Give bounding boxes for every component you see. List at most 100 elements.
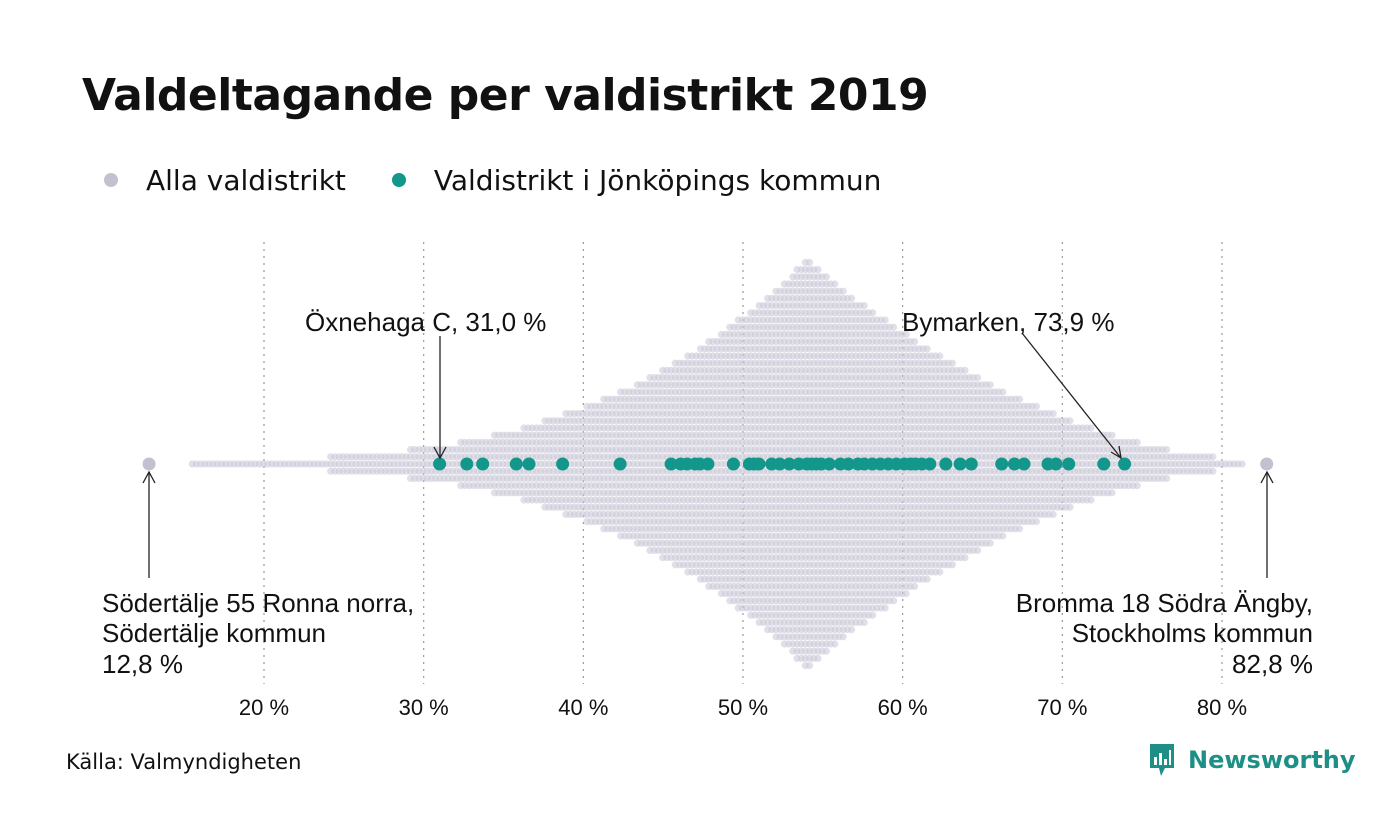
district-point xyxy=(986,381,994,389)
district-point xyxy=(999,388,1007,396)
x-tick-label: 60 % xyxy=(878,695,928,720)
jonkoping-district-point xyxy=(613,457,627,471)
annotation-low-value: 12,8 % xyxy=(102,649,183,679)
district-point xyxy=(839,287,847,295)
district-point xyxy=(806,662,814,670)
jonkoping-district-point xyxy=(664,457,678,471)
district-point xyxy=(869,309,877,317)
district-point xyxy=(848,626,856,634)
arrow-max-jkpg xyxy=(1021,332,1122,459)
jonkoping-district-point xyxy=(1007,457,1021,471)
district-point xyxy=(961,554,969,562)
district-point xyxy=(881,316,889,324)
jonkoping-district-point xyxy=(701,457,715,471)
district-point xyxy=(1133,482,1141,490)
district-point xyxy=(1049,510,1057,518)
district-point xyxy=(911,338,919,346)
district-point xyxy=(936,568,944,576)
x-tick-label: 50 % xyxy=(718,695,768,720)
district-point xyxy=(860,618,868,627)
legend-dot-highlight xyxy=(391,173,406,187)
jonkoping-district-point xyxy=(476,457,490,471)
annotation-arrows xyxy=(142,332,1274,578)
jonkoping-district-point xyxy=(782,457,796,471)
district-point xyxy=(1209,467,1217,475)
district-point xyxy=(1163,474,1171,482)
district-point xyxy=(1108,489,1116,497)
district-point xyxy=(974,374,982,382)
jonkoping-district-point xyxy=(509,457,523,471)
jonkoping-district-point xyxy=(1118,457,1132,471)
jonkoping-district-point xyxy=(773,457,787,471)
district-point xyxy=(831,640,839,648)
extreme-district-point xyxy=(1260,457,1274,471)
jonkoping-district-point xyxy=(841,457,855,471)
district-point xyxy=(1087,496,1095,504)
district-point xyxy=(869,611,877,619)
district-point xyxy=(923,575,931,583)
x-tick-label: 70 % xyxy=(1037,695,1087,720)
district-point xyxy=(881,604,889,612)
jonkoping-district-point xyxy=(726,457,740,471)
district-point xyxy=(1032,402,1040,410)
district-point xyxy=(902,330,910,338)
jonkoping-district-point xyxy=(1049,457,1063,471)
jonkoping-district-point xyxy=(460,457,474,471)
jonkoping-district-point xyxy=(939,457,953,471)
x-axis-ticks: 20 % 30 % 40 % 50 % 60 % 70 % 80 % xyxy=(239,695,1247,720)
annotation-low-line1: Södertälje 55 Ronna norra, xyxy=(102,588,414,618)
district-point xyxy=(1133,438,1141,446)
district-point xyxy=(986,539,994,547)
x-tick-label: 30 % xyxy=(399,695,449,720)
jonkoping-district-point xyxy=(522,457,536,471)
annotation-min-jkpg: Öxnehaga C, 31,0 % xyxy=(305,307,546,337)
district-point xyxy=(814,266,822,274)
district-point xyxy=(948,561,957,569)
bar-chart-bubble-icon xyxy=(1150,744,1174,776)
legend: Alla valdistrikt Valdistrikt i Jönköping… xyxy=(104,160,927,200)
arrowhead-high xyxy=(1260,470,1274,484)
district-point xyxy=(1066,417,1074,425)
jonkoping-district-point xyxy=(923,457,937,471)
x-tick-label: 40 % xyxy=(558,695,608,720)
legend-label-highlight: Valdistrikt i Jönköpings kommun xyxy=(433,163,882,197)
jonkoping-district-point xyxy=(822,457,836,471)
district-point xyxy=(911,582,919,591)
annotation-high-line2: Stockholms kommun xyxy=(1072,618,1313,648)
district-point xyxy=(999,532,1007,540)
district-point xyxy=(860,302,868,310)
arrowhead-max-jkpg xyxy=(1110,445,1122,460)
jonkoping-district-point xyxy=(752,457,766,471)
district-point xyxy=(890,323,898,331)
district-point xyxy=(822,647,831,655)
legend-dot-all xyxy=(104,173,118,187)
district-point xyxy=(1108,431,1116,439)
legend-label-all: Alla valdistrikt xyxy=(146,163,346,197)
district-point xyxy=(902,590,910,598)
district-point xyxy=(806,258,814,266)
jonkoping-district-point xyxy=(995,457,1009,471)
legend-item-all: Alla valdistrikt xyxy=(104,164,346,197)
district-point xyxy=(1016,395,1024,403)
chart-title: Valdeltagande per valdistrikt 2019 xyxy=(82,70,929,121)
district-point xyxy=(839,633,847,641)
district-point xyxy=(923,345,931,353)
district-point xyxy=(1049,410,1057,418)
jonkoping-district-point xyxy=(1062,457,1076,471)
district-point xyxy=(1016,525,1024,533)
district-point xyxy=(1209,453,1217,461)
jonkoping-district-point xyxy=(556,457,570,471)
district-point xyxy=(1163,446,1171,454)
jonkoping-district-point xyxy=(953,457,967,471)
district-point xyxy=(890,597,898,605)
jonkoping-district-point xyxy=(433,457,447,471)
district-point xyxy=(961,366,969,374)
annotation-high-value: 82,8 % xyxy=(1232,649,1313,679)
source-note: Källa: Valmyndigheten xyxy=(66,750,302,774)
x-tick-label: 80 % xyxy=(1197,695,1247,720)
jonkoping-districts xyxy=(433,457,1132,471)
district-point xyxy=(1032,518,1040,526)
district-point xyxy=(936,352,944,360)
annotation-max-jkpg: Bymarken, 73,9 % xyxy=(902,307,1114,337)
